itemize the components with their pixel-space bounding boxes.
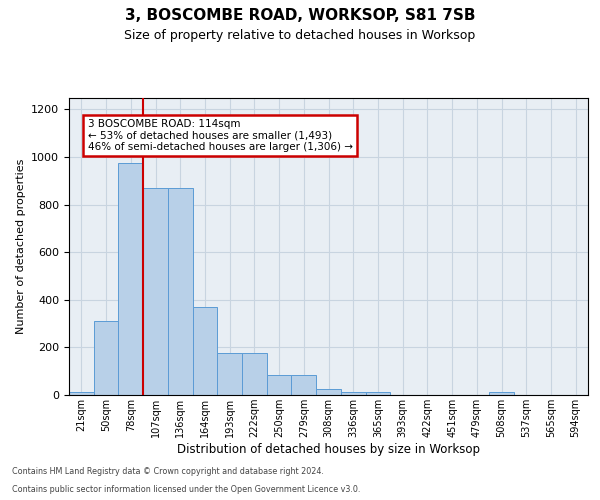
Bar [242, 354, 267, 395]
Bar [143, 188, 168, 395]
Bar [316, 389, 341, 395]
Bar [69, 392, 94, 395]
Bar [365, 392, 390, 395]
Text: Contains public sector information licensed under the Open Government Licence v3: Contains public sector information licen… [12, 485, 361, 494]
Bar [489, 392, 514, 395]
Bar [193, 307, 217, 395]
Bar [341, 392, 365, 395]
Text: Distribution of detached houses by size in Worksop: Distribution of detached houses by size … [178, 442, 481, 456]
Text: Size of property relative to detached houses in Worksop: Size of property relative to detached ho… [124, 29, 476, 42]
Bar [118, 163, 143, 395]
Bar [267, 375, 292, 395]
Bar [217, 354, 242, 395]
Text: 3, BOSCOMBE ROAD, WORKSOP, S81 7SB: 3, BOSCOMBE ROAD, WORKSOP, S81 7SB [125, 8, 475, 22]
Bar [94, 321, 118, 395]
Text: 3 BOSCOMBE ROAD: 114sqm
← 53% of detached houses are smaller (1,493)
46% of semi: 3 BOSCOMBE ROAD: 114sqm ← 53% of detache… [88, 119, 353, 152]
Text: Contains HM Land Registry data © Crown copyright and database right 2024.: Contains HM Land Registry data © Crown c… [12, 467, 324, 476]
Bar [292, 375, 316, 395]
Y-axis label: Number of detached properties: Number of detached properties [16, 158, 26, 334]
Bar [168, 188, 193, 395]
